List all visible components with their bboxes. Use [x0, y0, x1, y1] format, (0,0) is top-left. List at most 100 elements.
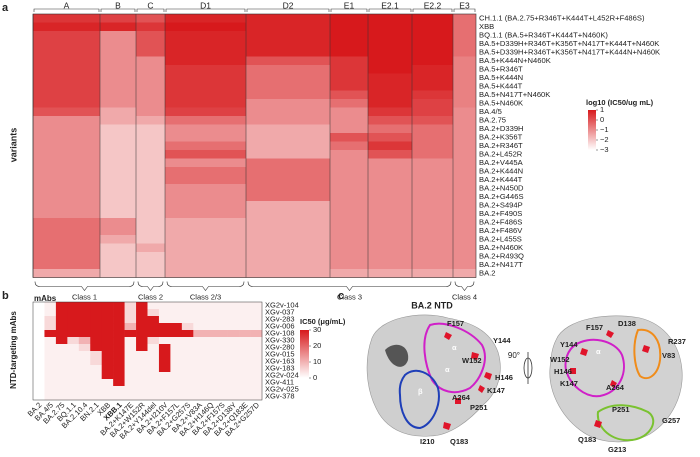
heatmap-cell [181, 309, 194, 317]
colorbar-tick-label: 0 [600, 115, 604, 124]
heatmap-cell [412, 192, 453, 202]
heatmap-cell [44, 386, 57, 394]
heatmap-cell [55, 337, 68, 345]
heatmap-cell [330, 65, 368, 74]
row-label: BA.5+D339H+R346T+K356T+N417T+K444T+N460K [479, 39, 659, 48]
heatmap-cell [78, 393, 91, 401]
heatmap-cell [113, 393, 125, 401]
heatmap-cell [33, 201, 100, 210]
heatmap-cell [147, 330, 160, 338]
heatmap-cell [216, 351, 228, 359]
heatmap-cell [100, 201, 136, 210]
heatmap-cell [204, 330, 217, 338]
heatmap-cell [136, 124, 165, 134]
heatmap-cell [239, 337, 251, 345]
heatmap-cell [330, 192, 368, 202]
row-label: XBB [479, 22, 494, 31]
heatmap-cell [55, 372, 68, 380]
heatmap-cell [33, 351, 45, 359]
heatmap-cell [170, 330, 183, 338]
heatmap-cell [147, 351, 160, 359]
x-axis-label: mAbs [34, 294, 57, 303]
heatmap-cell [330, 48, 368, 57]
group-bracket [412, 8, 453, 12]
heatmap-cell [453, 201, 476, 210]
row-label: BA.2+K444N [479, 166, 523, 175]
heatmap-cell [412, 175, 453, 185]
heatmap-cell [136, 82, 165, 91]
heatmap-cell [101, 337, 114, 345]
heatmap-cell [100, 209, 136, 219]
heatmap-cell [136, 99, 165, 108]
heatmap-cell [136, 141, 165, 151]
heatmap-cell [147, 302, 160, 310]
heatmap-cell [330, 243, 368, 253]
heatmap-cell [181, 372, 194, 380]
heatmap-cell [216, 344, 228, 352]
heatmap-cell [453, 243, 476, 253]
heatmap-cell [55, 323, 68, 331]
heatmap-cell [136, 337, 148, 345]
heatmap-cell [250, 372, 263, 380]
heatmap-cell [246, 201, 330, 210]
heatmap-cell [204, 358, 217, 366]
heatmap-cell [100, 14, 136, 23]
heatmap-cell [170, 316, 183, 324]
row-label: XGv-411 [265, 377, 294, 386]
heatmap-cell [100, 150, 136, 159]
heatmap-cell [412, 107, 453, 117]
heatmap-cell [33, 133, 100, 142]
colorbar-tick-label: 0 [313, 373, 317, 382]
heatmap-cell [227, 330, 240, 338]
heatmap-cell [100, 269, 136, 278]
heatmap-cell [181, 330, 194, 338]
heatmap-cell [136, 386, 148, 394]
heatmap-cell [453, 116, 476, 125]
heatmap-cell [368, 184, 412, 193]
heatmap-cell [250, 344, 263, 352]
residue-label: Q183 [578, 435, 596, 444]
heatmap-cell [204, 316, 217, 324]
heatmap-cell [453, 167, 476, 176]
heatmap-cell [368, 73, 412, 83]
heatmap-cell [170, 365, 183, 373]
heatmap-cell [246, 243, 330, 253]
heatmap-cell [136, 158, 165, 168]
residue-label: β [418, 387, 423, 396]
heatmap-cell [44, 393, 57, 401]
heatmap-cell [412, 243, 453, 253]
heatmap-cell [368, 107, 412, 117]
row-label: XGv-163 [265, 356, 295, 365]
row-label: XGv-330 [265, 335, 295, 344]
heatmap-cell [33, 235, 100, 244]
heatmap-cell [101, 365, 114, 373]
heatmap-cell [368, 22, 412, 32]
row-label: BA.2+N417T [479, 260, 523, 269]
heatmap-cell [158, 302, 171, 310]
row-label: XG2v-025 [265, 384, 299, 393]
heatmap-cell [90, 309, 102, 317]
heatmap-cell [250, 393, 263, 401]
heatmap-cell [412, 260, 453, 270]
heatmap-cell [453, 22, 476, 32]
heatmap-cell [453, 39, 476, 49]
residue-label: Y144 [493, 336, 511, 345]
heatmap-cell [113, 365, 125, 373]
heatmap-cell [44, 365, 57, 373]
heatmap-cell [330, 107, 368, 117]
heatmap-cell [44, 372, 57, 380]
heatmap-cell [412, 39, 453, 49]
group-bracket [165, 8, 246, 12]
row-label: BA.2.75 [479, 115, 506, 124]
heatmap-cell [368, 252, 412, 261]
heatmap-cell [90, 379, 102, 387]
heatmap-cell [113, 386, 125, 394]
heatmap-cell [136, 252, 165, 261]
residue-label: K147 [560, 379, 578, 388]
heatmap-cell [136, 201, 165, 210]
colorbar [300, 330, 309, 378]
heatmap-cell [101, 393, 114, 401]
heatmap-cell [368, 99, 412, 108]
heatmap-cell [124, 316, 137, 324]
heatmap-cell [330, 31, 368, 40]
